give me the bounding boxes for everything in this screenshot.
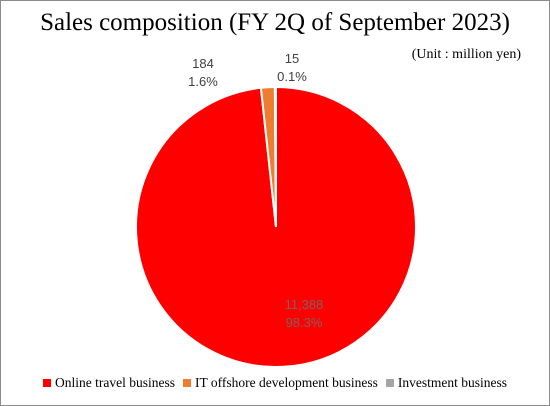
data-label-percent-online-travel: 98.3% (286, 315, 323, 330)
data-label-it-offshore: 184 1.6% (188, 56, 218, 89)
legend-item-it-offshore: IT offshore development business (183, 375, 378, 391)
data-label-online-travel: 11,388 98.3% (285, 297, 324, 330)
legend-label-investment: Investment business (397, 375, 507, 390)
legend-item-investment: Investment business (385, 375, 507, 391)
data-label-investment: 15 0.1% (277, 51, 307, 84)
data-label-percent-it-offshore: 1.6% (188, 74, 218, 89)
legend-label-online-travel: Online travel business (55, 375, 175, 390)
legend-label-it-offshore: IT offshore development business (195, 375, 378, 390)
data-label-value-investment: 15 (285, 51, 299, 66)
pie-slice-investment (273, 85, 277, 228)
legend-item-online-travel: Online travel business (43, 375, 175, 391)
chart-unit-note: (Unit : million yen) (411, 47, 521, 62)
legend-swatch-it-offshore (183, 379, 191, 387)
data-label-value-online-travel: 11,388 (285, 297, 324, 312)
data-label-value-it-offshore: 184 (192, 56, 214, 71)
legend-swatch-investment (385, 379, 394, 387)
legend-swatch-online-travel (43, 379, 52, 387)
chart-legend: Online travel business IT offshore devel… (1, 375, 549, 391)
chart-title: Sales composition (FY 2Q of September 20… (40, 9, 510, 36)
data-label-percent-investment: 0.1% (277, 69, 307, 84)
